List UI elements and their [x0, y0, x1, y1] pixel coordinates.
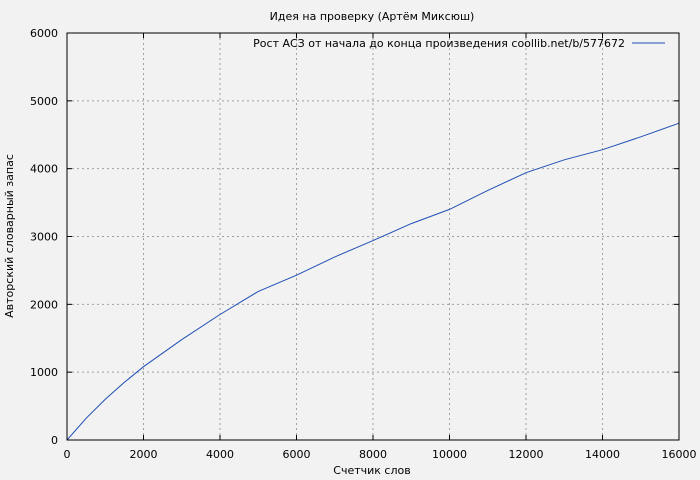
series-line — [66, 122, 680, 441]
legend: Рост АСЗ от начала до конца произведения… — [253, 37, 665, 50]
x-tick-label: 16000 — [662, 448, 697, 461]
y-tick-label: 0 — [51, 434, 58, 447]
x-axis-label: Счетчик слов — [333, 464, 410, 477]
y-tick-label: 4000 — [30, 163, 58, 176]
x-tick-label: 8000 — [359, 448, 387, 461]
x-tick-label: 10000 — [432, 448, 467, 461]
y-tick-label: 3000 — [30, 231, 58, 244]
x-tick-label: 0 — [64, 448, 71, 461]
y-axis-label: Авторский словарный запас — [3, 154, 16, 318]
legend-entry-label: Рост АСЗ от начала до конца произведения… — [253, 37, 625, 50]
x-tick-label: 2000 — [130, 448, 158, 461]
chart-title: Идея на проверку (Артём Миксюш) — [270, 10, 475, 23]
y-tick-label: 1000 — [30, 366, 58, 379]
x-tick-label: 6000 — [283, 448, 311, 461]
y-tick-label: 2000 — [30, 298, 58, 311]
tick-layer: 0 2000 4000 6000 8000 10000 12000 14000 16000 0 10… — [30, 27, 697, 461]
grid-layer — [67, 33, 679, 440]
x-tick-label: 4000 — [206, 448, 234, 461]
x-tick-label: 14000 — [585, 448, 620, 461]
plot-layer — [66, 122, 680, 441]
y-tick-label: 5000 — [30, 95, 58, 108]
y-tick-label: 6000 — [30, 27, 58, 40]
x-tick-label: 12000 — [509, 448, 544, 461]
